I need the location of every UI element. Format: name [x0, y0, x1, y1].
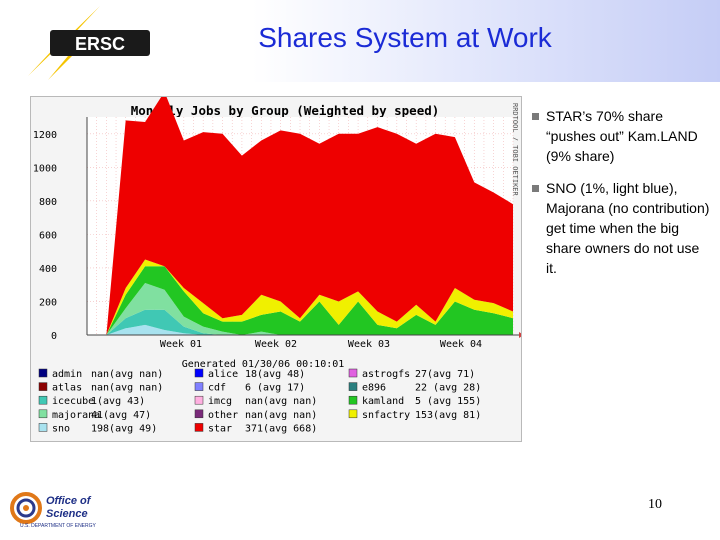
swirl-icon: [10, 492, 42, 524]
legend-label-atlas: atlas: [52, 383, 82, 394]
legend-label-star: star: [208, 423, 232, 434]
legend-label-imcg: imcg: [208, 396, 232, 407]
legend-label-icecube: icecube: [52, 396, 94, 407]
legend-swatch-majorana: [38, 409, 48, 419]
page-number: 10: [648, 497, 662, 512]
legend: admin nan(avg nan) alice 18(avg 48) astrogfs…: [38, 368, 481, 434]
legend-swatch-star: [194, 423, 204, 432]
y-tick-label: 600: [39, 230, 57, 241]
slide-title: Shares System at Work: [258, 22, 552, 53]
logo-plate: [50, 30, 150, 56]
legend-swatch-e896: [348, 382, 358, 391]
series-majorana: [87, 283, 513, 335]
bullet-icon: [532, 185, 539, 192]
legend-swatch-atlas: [38, 382, 48, 391]
legend-stats-cdf: 6 (avg 17): [245, 383, 305, 394]
logo-line1: Office of: [46, 495, 92, 507]
side-notes: STAR’s 70% share “pushes out” Kam.LAND (…: [532, 106, 710, 290]
series-star: [87, 97, 513, 335]
legend-stats-star: 371(avg 668): [245, 423, 317, 434]
series-layer: [87, 97, 513, 335]
axis-layer: 1200 1000 800 600 400 200 0 Week 01 Week 02 Week …: [33, 117, 521, 350]
y-tick-label: 0: [51, 331, 57, 342]
legend-swatch-sno: [38, 423, 48, 432]
x-axis-arrow-icon: [519, 332, 521, 338]
office-of-science-logo: Office of Science U.S. DEPARTMENT OF ENE…: [10, 492, 97, 529]
series-sno: [87, 324, 513, 335]
series-icecube: [87, 309, 513, 335]
legend-stats-sno: 198(avg 49): [91, 423, 157, 434]
legend-stats-e896: 22 (avg 28): [415, 383, 481, 394]
note-text: STAR’s 70% share “pushes out” Kam.LAND (…: [546, 108, 698, 164]
chart-frame: Monthly Jobs by Group (Weighted by speed…: [30, 96, 522, 442]
legend-stats-astrogfs: 27(avg 71): [415, 369, 475, 380]
legend-swatch-kamland: [348, 395, 358, 405]
chart-title: Monthly Jobs by Group (Weighted by speed…: [131, 103, 440, 118]
legend-label-e896: e896: [362, 383, 386, 394]
series-kamland: [87, 266, 513, 335]
legend-swatch-snfactry: [348, 409, 358, 419]
legend-swatch-cdf: [194, 382, 204, 391]
x-tick-label: Week 01: [160, 339, 202, 350]
rrdtool-label: RRDTOOL / TOBI OETIKER: [511, 103, 519, 197]
legend-label-other: other: [208, 410, 238, 421]
y-tick-label: 800: [39, 197, 57, 208]
logo-line3: U.S. DEPARTMENT OF ENERGY: [20, 523, 97, 529]
logo-line2: Science: [46, 508, 88, 520]
legend-label-kamland: kamland: [362, 396, 404, 407]
legend-swatch-astrogfs: [348, 368, 358, 378]
legend-label-alice: alice: [208, 369, 238, 380]
legend-stats-imcg: nan(avg nan): [245, 396, 317, 407]
legend-swatch-alice: [194, 368, 204, 378]
legend-stats-kamland: 5 (avg 155): [415, 396, 481, 407]
legend-label-snfactry: snfactry: [362, 410, 410, 421]
x-tick-label: Week 03: [348, 339, 390, 350]
legend-stats-alice: 18(avg 48): [245, 369, 305, 380]
y-tick-label: 1000: [33, 163, 57, 174]
legend-stats-atlas: nan(avg nan): [91, 383, 163, 394]
bullet-icon: [532, 113, 539, 120]
legend-label-sno: sno: [52, 423, 70, 434]
logo-text: ERSC: [75, 34, 125, 54]
legend-label-cdf: cdf: [208, 383, 226, 394]
legend-label-admin: admin: [52, 369, 82, 380]
y-tick-label: 200: [39, 297, 57, 308]
nersc-logo: ERSC: [28, 6, 150, 80]
legend-label-astrogfs: astrogfs: [362, 369, 410, 380]
legend-stats-icecube: 1(avg 43): [91, 396, 145, 407]
legend-stats-majorana: 41(avg 47): [91, 410, 151, 421]
legend-swatch-admin: [38, 368, 48, 378]
note-star-share: STAR’s 70% share “pushes out” Kam.LAND (…: [532, 106, 710, 166]
chart-svg: Monthly Jobs by Group (Weighted by speed…: [33, 97, 521, 434]
legend-stats-snfactry: 153(avg 81): [415, 410, 481, 421]
series-snfactry: [87, 259, 513, 335]
legend-label-majorana: majorana: [52, 410, 100, 421]
legend-stats-admin: nan(avg nan): [91, 369, 163, 380]
legend-stats-other: nan(avg nan): [245, 410, 317, 421]
legend-swatch-icecube: [38, 395, 48, 405]
generated-timestamp: Generated 01/30/06 00:10:01: [182, 359, 345, 370]
note-text: SNO (1%, light blue), Majorana (no contr…: [546, 180, 710, 276]
y-tick-label: 400: [39, 264, 57, 275]
x-tick-label: Week 04: [440, 339, 482, 350]
legend-swatch-imcg: [194, 395, 204, 405]
y-tick-label: 1200: [33, 130, 57, 141]
x-tick-label: Week 02: [255, 339, 297, 350]
legend-swatch-other: [194, 409, 204, 419]
note-sno-majorana: SNO (1%, light blue), Majorana (no contr…: [532, 178, 710, 278]
